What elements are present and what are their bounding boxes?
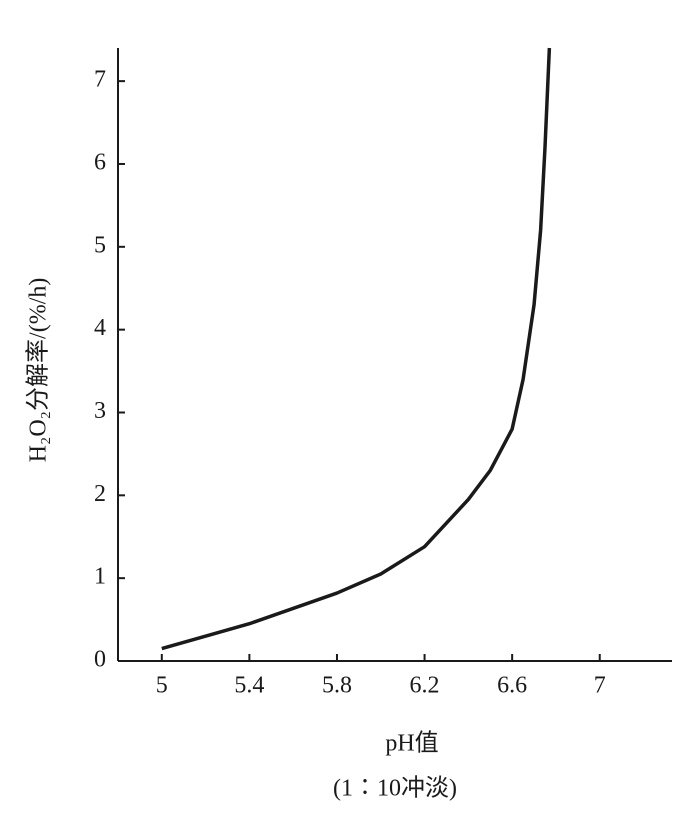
y-tick-label: 7 [94,67,106,93]
y-tick-label: 4 [94,315,106,341]
x-axis-sublabel: (1∶10冲淡) [333,775,457,802]
y-tick-label: 5 [94,232,106,258]
x-tick-label: 7 [594,673,606,699]
x-tick-label: 5.4 [234,673,264,699]
y-tick-label: 1 [94,564,106,590]
x-tick-label: 5 [156,673,168,699]
y-tick-label: 0 [94,647,106,673]
x-tick-label: 5.8 [322,673,352,699]
x-tick-label: 6.6 [497,673,527,699]
y-tick-label: 3 [94,398,106,424]
x-tick-label: 6.2 [410,673,440,699]
line [161,47,552,651]
y-tick-label: 2 [94,481,106,507]
x-axis-label: pH值 [385,730,438,757]
y-tick-label: 6 [94,149,106,175]
y-axis-label: H₂O₂分解率/(%/h) [25,278,52,463]
